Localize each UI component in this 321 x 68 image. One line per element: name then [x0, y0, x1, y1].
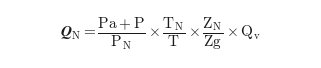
Text: $\boldsymbol{Q}_{\mathrm{N}}=\dfrac{\mathrm{Pa+P}}{\mathrm{P_{N}}}\times\dfrac{\: $\boldsymbol{Q}_{\mathrm{N}}=\dfrac{\mat… — [60, 16, 261, 52]
